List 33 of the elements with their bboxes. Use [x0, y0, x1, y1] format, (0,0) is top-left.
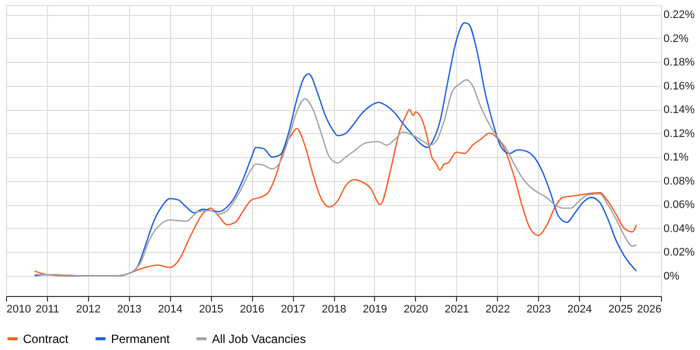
x-tick-label: 2012 — [76, 304, 101, 316]
x-tick-label: 2026 — [637, 304, 662, 316]
y-tick-label: 0.2% — [664, 32, 689, 45]
y-tick-label: 0.12% — [664, 128, 695, 140]
x-tick-label: 2021 — [444, 304, 470, 316]
legend-label: All Job Vacancies — [212, 332, 306, 346]
x-tick-label: 2023 — [526, 304, 551, 316]
y-tick-label: 0.22% — [664, 9, 695, 21]
x-tick-label: 2016 — [240, 304, 264, 316]
y-tick-label: 0.18% — [664, 56, 695, 69]
x-tick-label: 2020 — [404, 304, 428, 316]
x-tick-label: 2025 — [608, 304, 633, 316]
x-tick-label: 2014 — [158, 304, 182, 316]
x-tick-label: 2010 — [6, 304, 31, 316]
x-tick-label: 2013 — [117, 304, 142, 316]
y-tick-label: 0.08% — [664, 175, 695, 188]
y-tick-label: 0.16% — [664, 80, 695, 92]
y-tick-label: 0% — [664, 270, 680, 282]
y-tick-label: 0.04% — [664, 222, 695, 235]
y-tick-label: 0.1% — [664, 152, 689, 164]
y-tick-label: 0.02% — [664, 246, 695, 259]
y-tick-label: 0.06% — [664, 199, 695, 212]
x-tick-label: 2022 — [486, 304, 510, 316]
x-tick-label: 2018 — [322, 304, 346, 316]
line-series — [34, 22, 638, 276]
x-tick-label: 2019 — [362, 304, 388, 316]
x-tick-label: 2011 — [36, 304, 60, 316]
legend-label: Permanent — [111, 332, 170, 346]
y-tick-label: 0.14% — [664, 104, 695, 116]
x-tick-label: 2017 — [280, 304, 306, 316]
x-tick-label: 2015 — [198, 304, 224, 316]
legend-label: Contract — [23, 332, 70, 346]
x-tick-label: 2024 — [567, 304, 592, 316]
